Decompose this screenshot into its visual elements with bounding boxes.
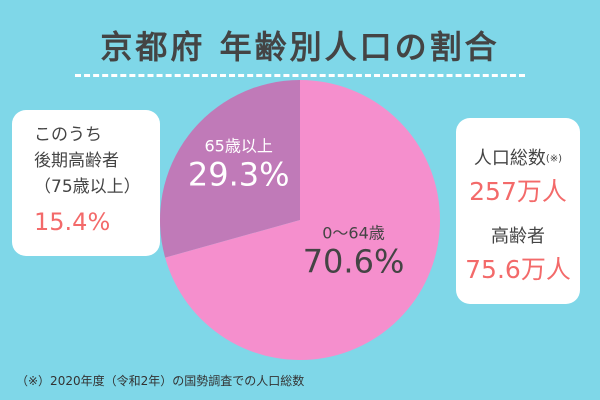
footnote: （※）2020年度（令和2年）の国勢調査での人口総数: [16, 374, 305, 388]
category-label-65-plus: 65歳以上: [204, 136, 272, 155]
population-label: 人口総数(※): [456, 144, 580, 170]
value-label-65-plus: 29.3%: [188, 155, 290, 193]
callout-line-2: 後期高齢者: [34, 151, 119, 171]
slice-0-64: [165, 80, 440, 360]
chart-title: 京都府 年齢別人口の割合: [100, 28, 500, 66]
population-label-text: 人口総数: [473, 148, 546, 169]
population-value: 257万人: [469, 177, 567, 206]
elderly-value: 75.6万人: [465, 255, 571, 284]
value-label-0-64: 70.6%: [303, 243, 405, 281]
population-note-mark: (※): [545, 153, 563, 165]
callout-line-1: このうち: [34, 125, 102, 145]
elderly-label: 高齢者: [491, 226, 545, 247]
category-label-0-64: 0〜64歳: [322, 224, 385, 243]
callout-line-3: （75歳以上）: [34, 177, 141, 197]
late-elderly-percent: 15.4%: [34, 208, 111, 236]
population-summary-callout: 人口総数(※) 257万人 高齢者 75.6万人: [456, 118, 580, 304]
late-elderly-callout: このうち 後期高齢者 （75歳以上） 15.4%: [12, 110, 160, 256]
slice-65-plus: [159, 80, 300, 258]
title-underline: [75, 74, 525, 77]
